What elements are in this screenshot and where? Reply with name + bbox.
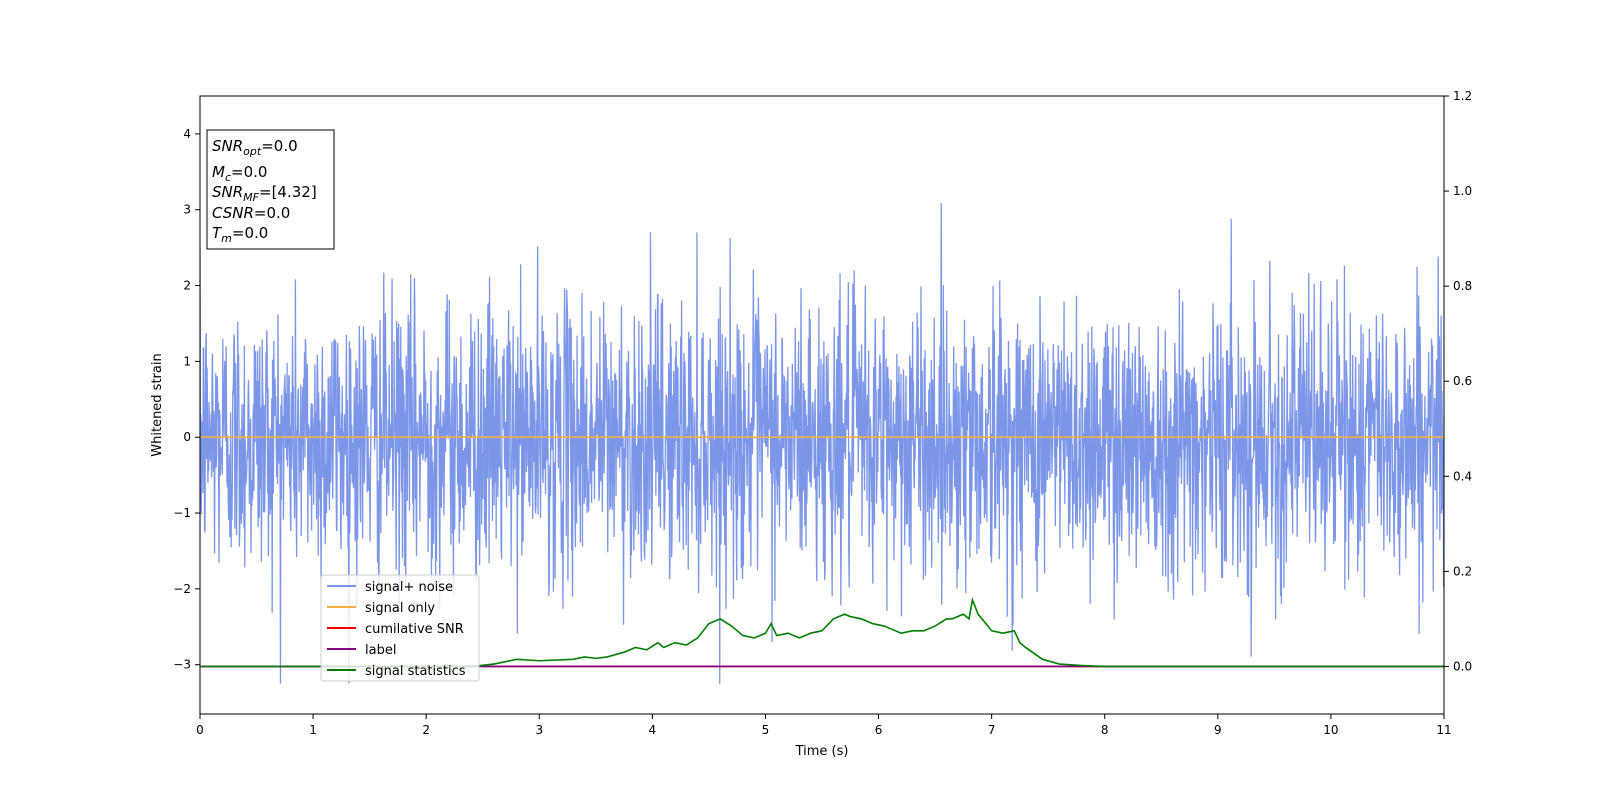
plot-frame: [199, 95, 1445, 715]
legend-frame: [320, 574, 480, 682]
x-tick-label: 10: [1323, 723, 1338, 737]
y-tick-label: 3: [183, 203, 191, 217]
y-tick-label: −2: [173, 582, 191, 596]
y-tick-label: 0: [183, 430, 191, 444]
x-tick-label: 8: [1101, 723, 1109, 737]
x-tick-label: 5: [762, 723, 770, 737]
annotation-line: SNRMF=[4.32]: [212, 183, 317, 204]
legend-label: signal only: [365, 601, 435, 616]
x-tick-label: 6: [875, 723, 883, 737]
y2-tick-label: 1.2: [1453, 89, 1472, 103]
legend-label: label: [365, 643, 396, 658]
x-tick-label: 3: [535, 723, 543, 737]
annotation-frame: [206, 129, 335, 250]
y-tick-label: 2: [183, 279, 191, 293]
x-tick-label: 1: [309, 723, 317, 737]
legend-label: signal+ noise: [365, 580, 453, 595]
y2-tick-label: 0.6: [1453, 374, 1472, 388]
y-axis-left: −3 −2 −1 0 1 2 3 4: [173, 127, 200, 672]
annotation-line: CSNR=0.0: [212, 204, 290, 222]
legend: signal+ noise signal only cumilative SNR la…: [320, 574, 480, 682]
x-tick-label: 0: [196, 723, 204, 737]
x-tick-label: 9: [1214, 723, 1222, 737]
y-axis-right: 0.0 0.2 0.4 0.6 0.8 1.0 1.2: [1444, 89, 1472, 673]
x-tick-label: 7: [988, 723, 996, 737]
y2-tick-label: 0.2: [1453, 564, 1472, 578]
x-tick-label: 11: [1436, 723, 1451, 737]
y-axis-label: Whitened strain: [150, 353, 165, 456]
series-line-noise: [200, 203, 1444, 684]
x-axis: 0 1 2 3 4 5 6 7 8 9 10 11: [196, 714, 1452, 737]
x-tick-label: 2: [422, 723, 430, 737]
annotation-line: SNRopt=0.0: [212, 137, 298, 158]
y2-tick-label: 0.0: [1453, 659, 1472, 673]
y-tick-label: −1: [173, 506, 191, 520]
y-tick-label: 4: [183, 127, 191, 141]
y-tick-label: −3: [173, 658, 191, 672]
annotation-line: Mc=0.0: [212, 163, 267, 184]
legend-label: signal statistics: [365, 664, 466, 679]
x-axis-label: Time (s): [795, 744, 849, 759]
y2-tick-label: 0.4: [1453, 469, 1472, 483]
y2-tick-label: 1.0: [1453, 184, 1472, 198]
annotation-line: Tm=0.0: [212, 224, 268, 245]
series-line-signal_statistics: [200, 597, 1444, 668]
y2-tick-label: 0.8: [1453, 279, 1472, 293]
y-tick-label: 1: [183, 354, 191, 368]
x-tick-label: 4: [649, 723, 657, 737]
legend-label: cumilative SNR: [365, 622, 464, 637]
